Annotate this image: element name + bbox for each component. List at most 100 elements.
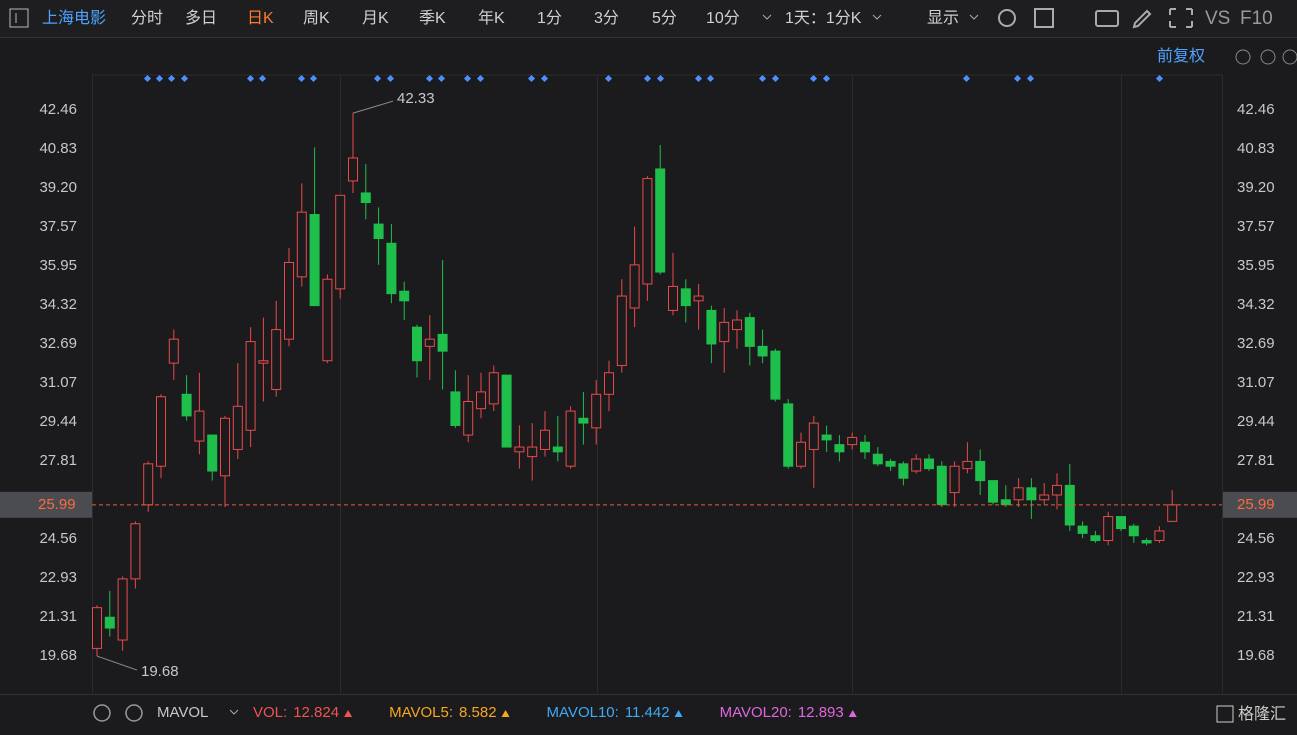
candle-body: [808, 422, 819, 450]
event-marker[interactable]: [309, 74, 318, 83]
event-marker[interactable]: [463, 74, 472, 83]
timeframe-tab[interactable]: 日K: [247, 10, 274, 27]
draw-icon[interactable]: [1132, 9, 1152, 29]
candle-body: [1077, 525, 1088, 534]
event-marker[interactable]: [809, 74, 818, 83]
timeframe-tab[interactable]: 3分: [594, 9, 619, 27]
last-price-box-right: [1223, 491, 1297, 518]
candle-body: [744, 317, 755, 347]
event-marker[interactable]: [437, 74, 446, 83]
y-tick-label-left: 29.44: [39, 413, 77, 430]
event-marker[interactable]: [706, 74, 715, 83]
y-tick-label-left: 19.68: [39, 647, 77, 664]
y-tick-label-right: 42.46: [1237, 101, 1275, 118]
f10-button[interactable]: F10: [1240, 8, 1273, 29]
candle-body: [693, 295, 704, 302]
candle-body: [194, 410, 205, 442]
event-marker[interactable]: [527, 74, 536, 83]
event-marker[interactable]: [1013, 74, 1022, 83]
event-marker[interactable]: [425, 74, 434, 83]
event-marker[interactable]: [167, 74, 176, 83]
camera-icon[interactable]: [1095, 10, 1119, 27]
indicator-label: MAVOL10:: [547, 704, 619, 721]
event-marker[interactable]: [656, 74, 665, 83]
y-tick-label-left: 37.57: [39, 218, 77, 235]
timeframe-tab[interactable]: 多日: [185, 9, 217, 27]
adjust-mode[interactable]: 前复权: [1157, 47, 1205, 65]
zoom-out[interactable]: [1260, 49, 1276, 65]
indicator-settings[interactable]: [93, 704, 111, 722]
timeframe-tab[interactable]: 1分: [537, 9, 562, 27]
event-marker[interactable]: [297, 74, 306, 83]
candle-body: [527, 446, 538, 458]
candle-body: [476, 391, 486, 410]
event-marker[interactable]: [604, 74, 613, 83]
y-tick-label-right: 19.68: [1237, 647, 1275, 664]
layout-icon[interactable]: [1034, 8, 1054, 28]
event-marker[interactable]: [386, 74, 395, 83]
indicator-value: 12.893: [798, 704, 844, 721]
timeframe-tab[interactable]: 月K: [362, 10, 389, 27]
timeframe-tab[interactable]: 年K: [478, 9, 505, 27]
event-marker[interactable]: [1155, 74, 1164, 83]
vs-button[interactable]: VS: [1205, 8, 1230, 29]
candle-body: [796, 441, 806, 467]
watermark: 格隆汇: [1238, 705, 1286, 723]
timeframe-tab[interactable]: 分时: [131, 9, 163, 27]
candle-body: [1141, 540, 1152, 544]
candle-body: [399, 290, 410, 302]
y-tick-label-right: 34.32: [1237, 296, 1275, 313]
last-price-label-left: 25.99: [38, 496, 76, 513]
indicator-name[interactable]: MAVOL: [157, 704, 208, 721]
event-marker[interactable]: [155, 74, 164, 83]
display-menu[interactable]: 显示: [927, 10, 959, 27]
candle-body: [1154, 530, 1165, 542]
event-marker[interactable]: [694, 74, 703, 83]
timeframe-tab[interactable]: 10分: [706, 9, 740, 27]
y-tick-label-left: 42.46: [39, 101, 77, 118]
settings-icon[interactable]: [998, 9, 1016, 27]
event-marker[interactable]: [758, 74, 767, 83]
indicator-dropdown[interactable]: [229, 709, 239, 715]
candle-body: [514, 446, 525, 453]
indicator-close[interactable]: [125, 704, 143, 722]
reset-icon[interactable]: [1235, 49, 1251, 65]
candle-body: [386, 242, 397, 295]
candle-body: [1026, 487, 1037, 501]
event-marker[interactable]: [643, 74, 652, 83]
stock-name[interactable]: 上海电影: [42, 9, 106, 27]
event-marker[interactable]: [822, 74, 831, 83]
zoom-in[interactable]: [1282, 49, 1297, 65]
timeframe-tab[interactable]: 周K: [303, 10, 330, 27]
watermark-logo: [1216, 705, 1234, 723]
event-marker[interactable]: [771, 74, 780, 83]
y-tick-label-left: 32.69: [39, 335, 77, 352]
event-marker[interactable]: [143, 74, 152, 83]
event-marker[interactable]: [180, 74, 189, 83]
candle-body: [1167, 504, 1178, 522]
event-marker[interactable]: [258, 74, 267, 83]
event-marker[interactable]: [1026, 74, 1035, 83]
candle-body: [962, 460, 973, 470]
timeframe-tab[interactable]: 5分: [652, 9, 677, 27]
candle-body: [501, 374, 512, 448]
fullscreen-icon[interactable]: [1169, 8, 1193, 28]
event-marker[interactable]: [373, 74, 382, 83]
event-marker[interactable]: [962, 74, 971, 83]
event-marker[interactable]: [476, 74, 485, 83]
candle-body: [168, 338, 179, 364]
period-select[interactable]: 1天：1分K: [785, 9, 862, 27]
event-marker[interactable]: [246, 74, 255, 83]
timeframe-tab[interactable]: 季K: [419, 9, 446, 27]
candle-body: [130, 523, 141, 580]
y-tick-label-right: 29.44: [1237, 413, 1275, 430]
y-tick-label-left: 39.20: [39, 179, 77, 196]
sidebar-toggle[interactable]: [9, 8, 29, 28]
candle-body: [335, 194, 346, 290]
candle-body: [860, 441, 870, 453]
candle-body: [821, 434, 832, 441]
event-marker[interactable]: [540, 74, 549, 83]
indicator-value: 8.582: [459, 704, 497, 721]
candle-body: [629, 264, 640, 309]
